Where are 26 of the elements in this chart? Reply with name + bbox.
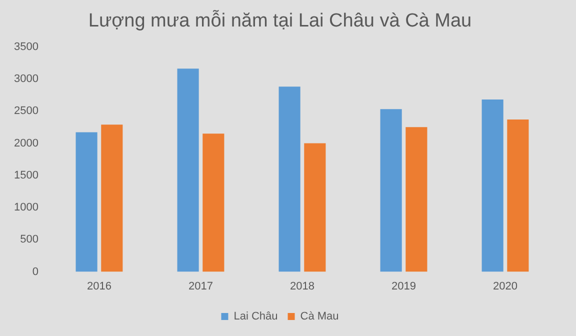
- bar: [507, 119, 529, 272]
- x-tick-label: 2018: [290, 280, 314, 292]
- y-tick-label: 3000: [14, 72, 38, 85]
- bar: [406, 127, 428, 272]
- y-tick-label: 1000: [14, 202, 38, 214]
- bar: [76, 132, 98, 272]
- bar: [482, 100, 504, 272]
- bar: [101, 124, 123, 272]
- chart-title: Lượng mưa mỗi năm tại Lai Châu và Cà Mau: [88, 10, 472, 32]
- y-tick-label: 3500: [14, 40, 38, 53]
- bar: [278, 86, 300, 272]
- legend-label: Lai Châu: [234, 310, 278, 323]
- bar: [304, 143, 326, 272]
- y-tick-label: 0: [32, 266, 38, 278]
- y-tick-label: 500: [20, 234, 38, 246]
- x-tick-label: 2017: [188, 280, 213, 292]
- x-tick-label: 2019: [392, 280, 416, 292]
- y-tick-label: 1500: [14, 169, 38, 182]
- y-tick-label: 2000: [14, 137, 38, 150]
- bar: [177, 68, 199, 272]
- y-tick-label: 2500: [14, 105, 38, 118]
- bar: [202, 134, 224, 272]
- legend-label: Cà Mau: [300, 310, 339, 323]
- x-tick-label: 2016: [86, 280, 112, 292]
- bar: [380, 109, 402, 272]
- x-tick-label: 2020: [493, 280, 518, 292]
